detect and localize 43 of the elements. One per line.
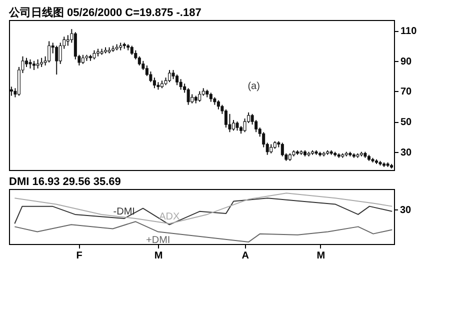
candlestick [55, 45, 58, 76]
x-tick-label: F [76, 250, 82, 262]
candlestick [40, 57, 44, 68]
candlestick [216, 100, 220, 110]
candlestick [179, 78, 182, 90]
candlestick [228, 113, 232, 133]
candlestick [198, 90, 202, 102]
candlestick [168, 70, 172, 83]
candlestick [81, 54, 84, 64]
y-tick-label: 50 [400, 117, 412, 128]
series-label: ADX [159, 212, 180, 223]
x-tick-label: M [154, 250, 163, 262]
candlestick [176, 74, 179, 86]
chart-title: DMI 16.93 29.56 35.69 [9, 176, 121, 188]
candlestick [209, 92, 212, 102]
series-label: +DMI [146, 234, 170, 246]
candlestick [130, 45, 134, 56]
candlestick [270, 144, 273, 154]
y-tick-label: 30 [400, 147, 412, 158]
candlestick [36, 58, 40, 69]
candlestick [280, 142, 284, 157]
candlestick [190, 94, 194, 104]
candlestick [10, 86, 13, 96]
candlestick [152, 77, 156, 89]
candlestick [232, 120, 235, 132]
chart-title: 公司日线图 05/26/2000 C=19.875 -.187 [8, 6, 202, 19]
series-label: -DMI [113, 206, 135, 218]
y-tick-label: 110 [400, 26, 418, 38]
x-tick-label: M [316, 250, 326, 262]
candlestick [224, 108, 228, 128]
candlestick [25, 57, 28, 68]
annotation: (a) [248, 81, 260, 92]
candlestick [32, 60, 36, 70]
y-tick-label: 90 [400, 56, 412, 68]
y-tick-label: 70 [400, 86, 412, 98]
candlestick [92, 50, 96, 60]
candlestick [28, 58, 32, 69]
x-tick-label: A [242, 250, 250, 262]
candlestick [138, 56, 141, 66]
candlestick [48, 40, 51, 63]
candlestick [262, 132, 266, 148]
candlestick [186, 88, 190, 106]
candlestick [236, 121, 239, 132]
